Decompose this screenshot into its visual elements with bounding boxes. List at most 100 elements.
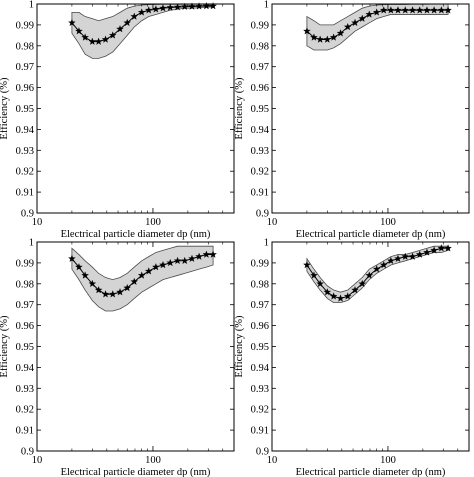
data-point	[358, 14, 367, 22]
data-point	[209, 2, 217, 10]
y-tick-label: 0.96	[251, 321, 269, 332]
y-tick-label: 0.9	[21, 209, 34, 220]
x-tick-label: 100	[145, 455, 161, 466]
data-point	[444, 6, 452, 14]
plot-frame	[36, 3, 235, 214]
chart-panel-1: 0.9 0.91 0.92 0.93 0.94 0.95 0.96 0.97 0.98 0.99 1…	[0, 0, 235, 240]
y-tick-label: 0.9	[256, 209, 269, 220]
y-tick-label: 0.94	[16, 363, 35, 374]
y-tick-label: 0.97	[16, 300, 34, 311]
data-point	[202, 2, 211, 10]
y-tick-label: 0.91	[16, 426, 34, 437]
data-point	[372, 8, 381, 16]
y-tick-label: 0.9	[21, 447, 34, 458]
data-point	[123, 283, 132, 292]
y-tick-label: 0.96	[16, 83, 34, 94]
data-point	[343, 292, 352, 300]
data-point	[130, 12, 139, 20]
data-point	[166, 3, 175, 11]
data-point	[159, 4, 167, 12]
y-tick-label: 0.96	[16, 321, 34, 332]
data-point	[372, 265, 381, 273]
data-point	[336, 29, 345, 37]
data-point	[94, 286, 103, 294]
data-point	[180, 2, 189, 10]
y-tick-label: 0.99	[16, 20, 34, 31]
y-tick-label: 0.92	[16, 167, 34, 178]
data-point	[365, 271, 374, 279]
x-tick-label: 10	[32, 217, 43, 228]
y-tick-label: 0.91	[16, 188, 34, 199]
data-point	[202, 250, 211, 258]
data-point	[88, 37, 97, 45]
data-point	[387, 256, 395, 265]
data-point	[173, 3, 182, 11]
x-tick-label: 100	[380, 455, 396, 466]
data-point	[173, 256, 182, 265]
y-tick-label: 0.92	[251, 405, 269, 416]
data-point	[408, 6, 417, 14]
chart-panel-2: 0.9 0.91 0.92 0.93 0.94 0.95 0.96 0.97 0.98 0.99 1…	[234, 0, 470, 240]
data-point	[75, 27, 83, 35]
data-point	[394, 6, 402, 14]
y-tick-label: 0.91	[251, 426, 269, 437]
y-tick-label: 0.99	[16, 258, 34, 269]
data-point	[358, 279, 367, 288]
data-point	[329, 292, 338, 300]
data-point	[351, 286, 359, 294]
data-point	[444, 244, 452, 252]
data-point	[152, 263, 160, 271]
data-point	[137, 271, 146, 279]
y-tick-label: 0.91	[251, 188, 269, 199]
y-tick-label: 0.97	[251, 300, 269, 311]
x-tick-label: 10	[267, 217, 278, 228]
data-point	[408, 252, 417, 260]
confidence-band	[306, 3, 449, 51]
x-axis-label: Electrical particle diameter dp (nm)	[296, 467, 446, 477]
y-tick-label: 0.94	[16, 125, 35, 136]
y-axis-label: Efficiency (%)	[234, 77, 245, 139]
data-point	[415, 6, 424, 14]
x-axis-label: Electrical particle diameter dp (nm)	[61, 229, 211, 240]
data-point	[401, 6, 410, 14]
y-tick-label: 0.98	[16, 41, 34, 52]
y-tick-label: 0.94	[251, 125, 270, 136]
y-tick-label: 0.99	[251, 20, 269, 31]
data-point	[343, 22, 352, 31]
data-point	[323, 288, 332, 296]
data-point	[430, 246, 438, 254]
y-tick-label: 0.95	[251, 342, 269, 353]
data-point	[415, 250, 424, 258]
x-tick-label: 10	[267, 455, 278, 466]
y-tick-label: 1	[29, 238, 34, 249]
data-point	[144, 267, 153, 275]
data-point	[351, 18, 359, 27]
y-tick-label: 0.95	[251, 104, 269, 115]
y-tick-label: 0.96	[251, 83, 269, 94]
data-point	[379, 6, 388, 14]
data-point	[323, 35, 332, 43]
data-point	[209, 250, 217, 258]
y-tick-label: 0.94	[251, 363, 270, 374]
data-point	[144, 6, 153, 14]
data-point	[180, 256, 189, 265]
data-point	[68, 254, 76, 262]
y-tick-label: 0.98	[16, 279, 34, 290]
x-axis-label: Electrical particle diameter dp (nm)	[296, 229, 446, 240]
y-tick-label: 0.93	[251, 384, 269, 395]
data-point	[437, 6, 446, 14]
data-point	[188, 254, 196, 262]
data-point	[116, 25, 124, 33]
data-point	[423, 6, 431, 14]
y-tick-label: 0.98	[251, 279, 269, 290]
y-axis-label: Efficiency (%)	[0, 315, 10, 377]
y-tick-label: 0.93	[251, 146, 269, 157]
y-tick-label: 0.98	[251, 41, 269, 52]
y-tick-label: 0.97	[251, 62, 269, 73]
data-point	[379, 260, 388, 269]
y-axis-label: Efficiency (%)	[234, 315, 245, 377]
data-point	[195, 2, 203, 10]
data-point	[437, 244, 446, 252]
data-point	[68, 18, 76, 27]
